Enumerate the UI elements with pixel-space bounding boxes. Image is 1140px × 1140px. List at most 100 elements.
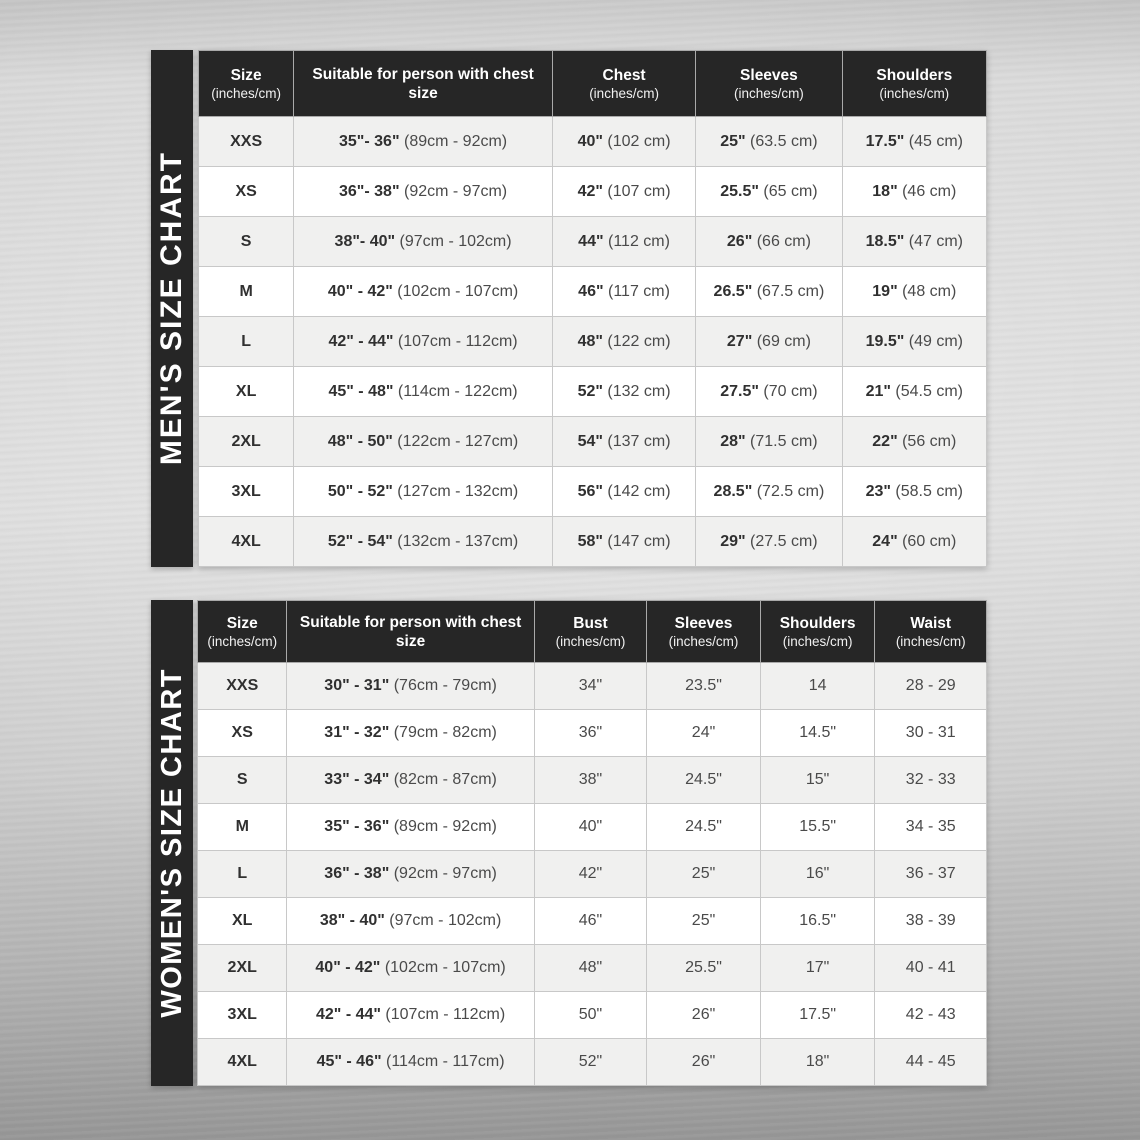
sleeves-cell: 28" (71.5 cm) <box>695 416 843 467</box>
column-title: Shoulders <box>876 66 953 84</box>
shoulders-cm-value: (60 cm) <box>897 532 957 550</box>
column-title: Sleeves <box>740 66 798 84</box>
column-subtitle: (inches/cm) <box>895 633 966 649</box>
size-cell: L <box>197 316 295 367</box>
size-cell: L <box>196 850 288 898</box>
mens-size-table: Size (inches/cm) Suitable for person with… <box>197 50 988 567</box>
chest-cm-value: (107 cm) <box>602 182 671 200</box>
shoulders-inches-value: 19.5" <box>865 332 905 350</box>
column-header-bust: Bust (inches/cm) <box>533 600 648 663</box>
waist-cell: 40 - 41 <box>874 944 987 992</box>
column-header-chest: Chest (inches/cm) <box>551 50 697 117</box>
table-row: L 36" - 38" (92cm - 97cm) 42" 25" 16" 36 - 37 <box>196 850 987 898</box>
sleeves-cell: 26.5" (67.5 cm) <box>695 266 843 317</box>
chest-cm-value: (137 cm) <box>602 432 671 450</box>
sleeves-cm-value: (67.5 cm) <box>752 282 825 300</box>
table-row: XL 45" - 48" (114cm - 122cm) 52" (132 cm) 2… <box>197 366 988 417</box>
sleeves-cell: 23.5" <box>646 662 761 710</box>
chest-cm-value: (132 cm) <box>602 382 671 400</box>
column-header-waist: Waist (inches/cm) <box>874 600 987 663</box>
table-row: M 40" - 42" (102cm - 107cm) 46" (117 cm) 26… <box>197 266 988 317</box>
shoulders-inches-value: 22" <box>872 432 898 450</box>
bust-cell: 40" <box>533 803 648 851</box>
chest-cm-value: (142 cm) <box>602 482 671 500</box>
suitable-inches-value: 42" - 44" <box>315 1006 381 1023</box>
suitable-inches-value: 38"- 40" <box>334 232 396 250</box>
suitable-cm-value: (89cm - 92cm) <box>389 818 497 835</box>
column-header-shoulders: Shoulders (inches/cm) <box>759 600 876 663</box>
size-cell: XXS <box>196 662 288 710</box>
mens-table-header: Size (inches/cm) Suitable for person with… <box>197 50 988 117</box>
waist-cell: 42 - 43 <box>874 991 987 1039</box>
bust-cell: 36" <box>533 709 648 757</box>
size-cell: XS <box>196 709 288 757</box>
bust-cell: 52" <box>533 1038 648 1086</box>
suitable-cm-value: (97cm - 102cm) <box>384 912 502 929</box>
suitable-cm-value: (114cm - 117cm) <box>381 1053 505 1070</box>
column-header-sleeves: Sleeves (inches/cm) <box>695 50 843 117</box>
shoulders-cm-value: (48 cm) <box>897 282 957 300</box>
shoulders-inches-value: 24" <box>872 532 898 550</box>
column-title: Size <box>226 614 258 632</box>
shoulders-cell: 18" <box>759 1038 876 1086</box>
suitable-inches-value: 35" - 36" <box>324 818 390 835</box>
suitable-inches-value: 40" - 42" <box>315 959 381 976</box>
column-subtitle: (inches/cm) <box>879 85 950 101</box>
suitable-cell: 40" - 42" (102cm - 107cm) <box>293 266 553 317</box>
chest-cell: 44" (112 cm) <box>551 216 697 267</box>
sleeves-cell: 24.5" <box>646 803 761 851</box>
bust-cell: 34" <box>533 662 648 710</box>
sleeves-cell: 25" <box>646 897 761 945</box>
table-row: 3XL 50" - 52" (127cm - 132cm) 56" (142 cm)… <box>197 466 988 517</box>
shoulders-cell: 18.5" (47 cm) <box>841 216 988 267</box>
column-header-sleeves: Sleeves (inches/cm) <box>646 600 761 663</box>
table-row: 3XL 42" - 44" (107cm - 112cm) 50" 26" 17.5" 4… <box>196 991 987 1039</box>
size-cell: M <box>197 266 295 317</box>
column-subtitle: (inches/cm) <box>734 85 804 101</box>
bust-cell: 38" <box>533 756 648 804</box>
suitable-cm-value: (122cm - 127cm) <box>392 432 519 450</box>
sleeves-cm-value: (72.5 cm) <box>752 482 825 500</box>
suitable-cell: 38"- 40" (97cm - 102cm) <box>293 216 553 267</box>
suitable-cell: 35" - 36" (89cm - 92cm) <box>286 803 535 851</box>
column-header-shoulders: Shoulders (inches/cm) <box>841 50 988 117</box>
chest-cell: 52" (132 cm) <box>551 366 697 417</box>
waist-cell: 44 - 45 <box>874 1038 987 1086</box>
womens-chart-title-rail: WOMEN'S SIZE CHART <box>151 600 193 1086</box>
size-cell: S <box>196 756 288 804</box>
column-title: Size <box>230 66 262 84</box>
chest-cm-value: (147 cm) <box>602 532 671 550</box>
shoulders-cm-value: (49 cm) <box>904 332 963 350</box>
sleeves-inches-value: 25" <box>720 132 746 150</box>
shoulders-cm-value: (58.5 cm) <box>890 482 963 500</box>
sleeves-cell: 27.5" (70 cm) <box>695 366 843 417</box>
womens-table-header: Size (inches/cm) Suitable for person with… <box>196 600 987 663</box>
shoulders-cell: 19" (48 cm) <box>841 266 988 317</box>
sleeves-inches-value: 26" <box>726 232 753 250</box>
sleeves-cell: 26" <box>646 991 761 1039</box>
suitable-cm-value: (97cm - 102cm) <box>395 232 512 250</box>
shoulders-inches-value: 23" <box>865 482 891 500</box>
shoulders-inches-value: 18.5" <box>865 232 905 250</box>
shoulders-cell: 22" (56 cm) <box>841 416 988 467</box>
sleeves-inches-value: 26.5" <box>713 282 753 300</box>
sleeves-cm-value: (69 cm) <box>752 332 811 350</box>
column-title: Sleeves <box>674 614 733 632</box>
chest-cell: 58" (147 cm) <box>551 516 697 567</box>
suitable-inches-value: 33" - 34" <box>324 771 390 788</box>
shoulders-cell: 15.5" <box>759 803 876 851</box>
suitable-inches-value: 31" - 32" <box>324 724 390 741</box>
shoulders-cell: 18" (46 cm) <box>841 166 988 217</box>
shoulders-cell: 17.5" <box>759 991 876 1039</box>
table-row: XXS 35"- 36" (89cm - 92cm) 40" (102 cm) 25"… <box>197 116 988 167</box>
size-cell: 3XL <box>196 991 288 1039</box>
table-row: XXS 30" - 31" (76cm - 79cm) 34" 23.5" 14 28 -… <box>196 662 987 710</box>
suitable-cm-value: (107cm - 112cm) <box>393 332 518 350</box>
column-title: Bust <box>573 614 608 632</box>
shoulders-cell: 14.5" <box>759 709 876 757</box>
sleeves-cell: 28.5" (72.5 cm) <box>695 466 843 517</box>
bust-cell: 50" <box>533 991 648 1039</box>
shoulders-cm-value: (47 cm) <box>904 232 963 250</box>
chest-inches-value: 42" <box>577 182 603 200</box>
suitable-inches-value: 35"- 36" <box>339 132 400 150</box>
